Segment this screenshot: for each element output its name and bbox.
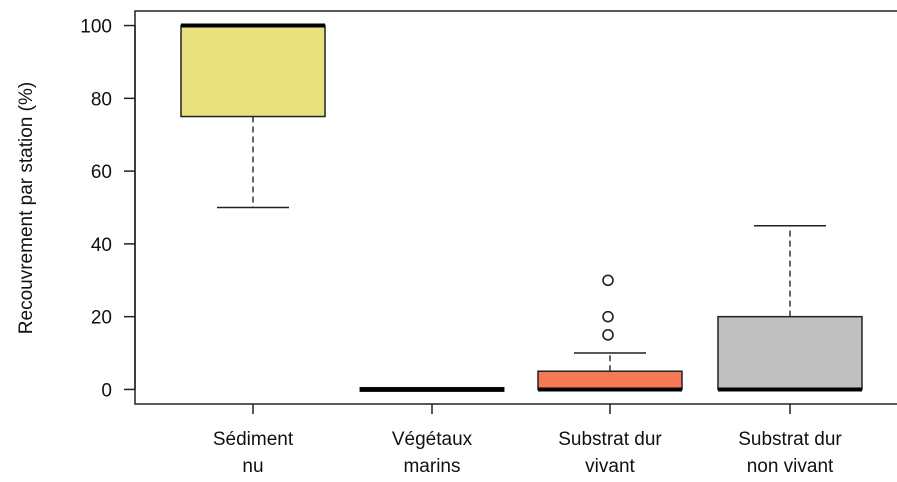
y-tick-label: 100 (80, 17, 112, 38)
x-category-label: Substrat dur (738, 429, 842, 450)
x-category-label: Végétaux (392, 429, 473, 450)
box-group (359, 386, 505, 392)
x-category-label: marins (403, 456, 460, 477)
outlier-point (602, 310, 614, 323)
box-body (180, 24, 326, 118)
y-tick-label: 60 (91, 162, 112, 183)
y-tick-label: 0 (101, 380, 112, 401)
box-body (717, 315, 863, 391)
x-category-label: Sédiment (213, 429, 294, 450)
y-tick-label: 80 (91, 89, 112, 110)
y-tick-label: 20 (91, 308, 112, 329)
x-category-label: vivant (585, 456, 635, 477)
x-category-label: Substrat dur (558, 429, 662, 450)
box-group (537, 274, 683, 392)
y-axis-title: Recouvrement par station (%) (16, 82, 37, 334)
y-tick-label: 40 (91, 235, 112, 256)
box-body (537, 370, 683, 391)
x-category-label: non vivant (747, 456, 834, 477)
outlier-point (602, 329, 614, 341)
box-group (717, 224, 863, 392)
x-category-label: nu (242, 456, 263, 477)
outlier-point (602, 274, 614, 287)
box-group (180, 23, 326, 209)
